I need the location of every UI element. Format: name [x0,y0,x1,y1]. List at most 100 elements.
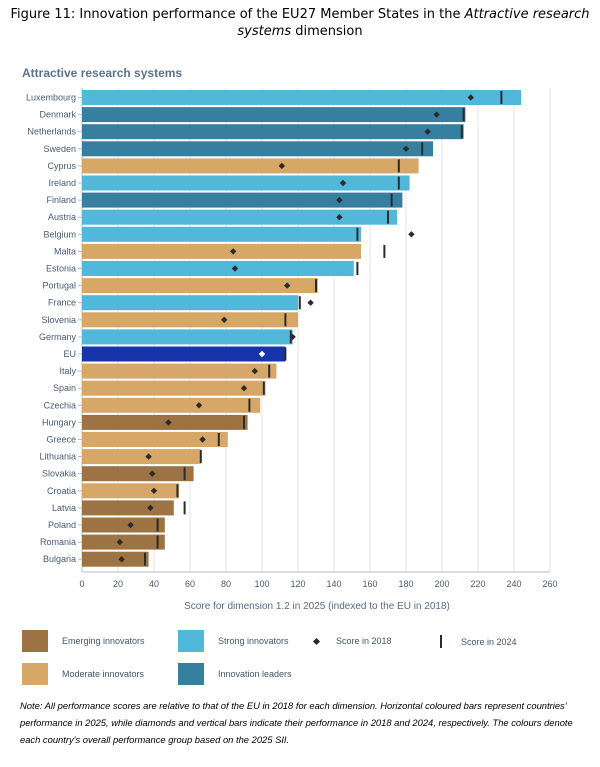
bar-2025 [82,209,397,225]
chart-title: Attractive research systems [22,66,183,80]
bar-2025 [82,329,293,345]
y-category-label: Romania [40,537,76,547]
figure-title-italic: Attractive research systems [237,7,590,39]
y-category-label: Italy [59,366,76,376]
marker-2024 [268,364,271,378]
marker-2018 [231,265,239,272]
marker-2018 [307,299,314,306]
x-tick-label: 0 [79,579,84,589]
legend-swatch-emerging [22,630,48,652]
legend-label-moderate: Moderate innovators [62,669,145,679]
marker-2024 [383,244,386,258]
marker-2018 [230,248,237,255]
marker-2018 [251,367,258,375]
bar-2025 [82,534,165,550]
x-tick-label: 100 [254,579,269,589]
marker-2024 [156,535,159,549]
marker-2018 [424,128,431,135]
bar-2025 [82,243,361,259]
marker-2024 [284,347,287,361]
y-category-label: Czechia [43,400,76,410]
bar-chart: 0 20 40 60 80 100 120 140 160 180 200 220 240 260 Luxe… [26,88,558,589]
legend-vbar: Score in 2024 [435,635,517,648]
y-category-label: Poland [48,520,76,530]
marker-2018 [289,333,296,341]
marker-2024 [500,91,503,104]
marker-2024 [199,450,202,464]
bar-2025 [82,90,522,105]
x-tick-label: 180 [398,579,413,589]
marker-2024 [421,142,424,156]
x-tick-label: 260 [542,579,557,589]
marker-2018 [165,419,172,426]
legend-swatch-strong [178,630,204,652]
vertical-bar-icon [435,635,447,648]
marker-2024 [390,193,393,207]
marker-2024 [262,381,265,395]
marker-2018 [278,162,285,170]
marker-2018 [258,350,266,358]
legend-swatch-leader [178,663,204,685]
legend-label-leader: Innovation leaders [218,669,292,679]
marker-2024 [298,296,301,310]
marker-2018 [145,453,152,460]
x-tick-label: 20 [113,579,123,589]
y-category-label: Latvia [52,503,76,513]
marker-2018 [118,556,125,563]
marker-2024 [356,262,359,275]
x-tick-label: 40 [149,579,159,589]
legend-label-strong: Strong innovators [218,636,289,646]
x-axis-label: Score for dimension 1.2 in 2025 (indexed… [184,601,450,612]
y-category-label: Croatia [47,486,76,496]
y-category-label: Austria [48,212,76,222]
legend-swatch-moderate [22,663,48,685]
marker-2018 [339,179,347,187]
y-category-label: Sweden [43,144,76,154]
marker-2024 [460,125,463,139]
diamond-icon [310,637,322,645]
marker-2018 [336,196,343,204]
bar-2025 [82,414,248,430]
marker-2018 [402,145,410,152]
legend-leader: Innovation leaders [178,663,292,685]
marker-2024 [284,313,287,327]
marker-2024 [217,433,220,446]
marker-2018 [149,470,156,477]
marker-2018 [467,94,474,101]
marker-2024 [462,108,465,122]
y-category-label: Bulgaria [43,554,76,564]
bar-2025 [82,380,266,396]
figure-title-prefix: Figure 11: Innovation performance of the… [10,7,465,22]
y-category-label: Netherlands [27,127,76,137]
y-category-label: Germany [39,332,77,342]
legend-label-emerging: Emerging innovators [62,636,145,646]
marker-2024 [248,398,251,412]
bar-2025 [82,466,194,482]
marker-2018 [240,385,248,392]
x-tick-label: 240 [506,579,521,589]
marker-2024 [397,176,400,190]
bar-2025 [82,175,410,191]
bar-2025 [82,192,403,208]
y-category-label: Spain [53,383,76,393]
y-category-label: Greece [46,435,76,445]
marker-2018 [127,521,134,529]
marker-2024 [183,467,186,481]
y-category-label: Hungary [42,417,77,427]
bar-2025 [82,363,277,379]
y-category-label: Estonia [46,264,76,274]
y-category-label: Denmark [39,110,76,120]
marker-2018 [221,316,228,323]
bar-2025 [82,483,180,499]
x-tick-label: 80 [221,579,231,589]
bar-2025 [82,432,228,447]
marker-2018 [199,436,206,443]
marker-2024 [356,227,359,241]
bar-2025 [82,346,286,362]
legend-emerging: Emerging innovators [22,630,145,652]
bar-2025 [82,278,318,294]
y-category-label: Ireland [48,178,76,188]
bar-2025 [82,551,149,567]
marker-2018 [195,402,203,409]
y-category-label: Slovenia [41,315,76,325]
